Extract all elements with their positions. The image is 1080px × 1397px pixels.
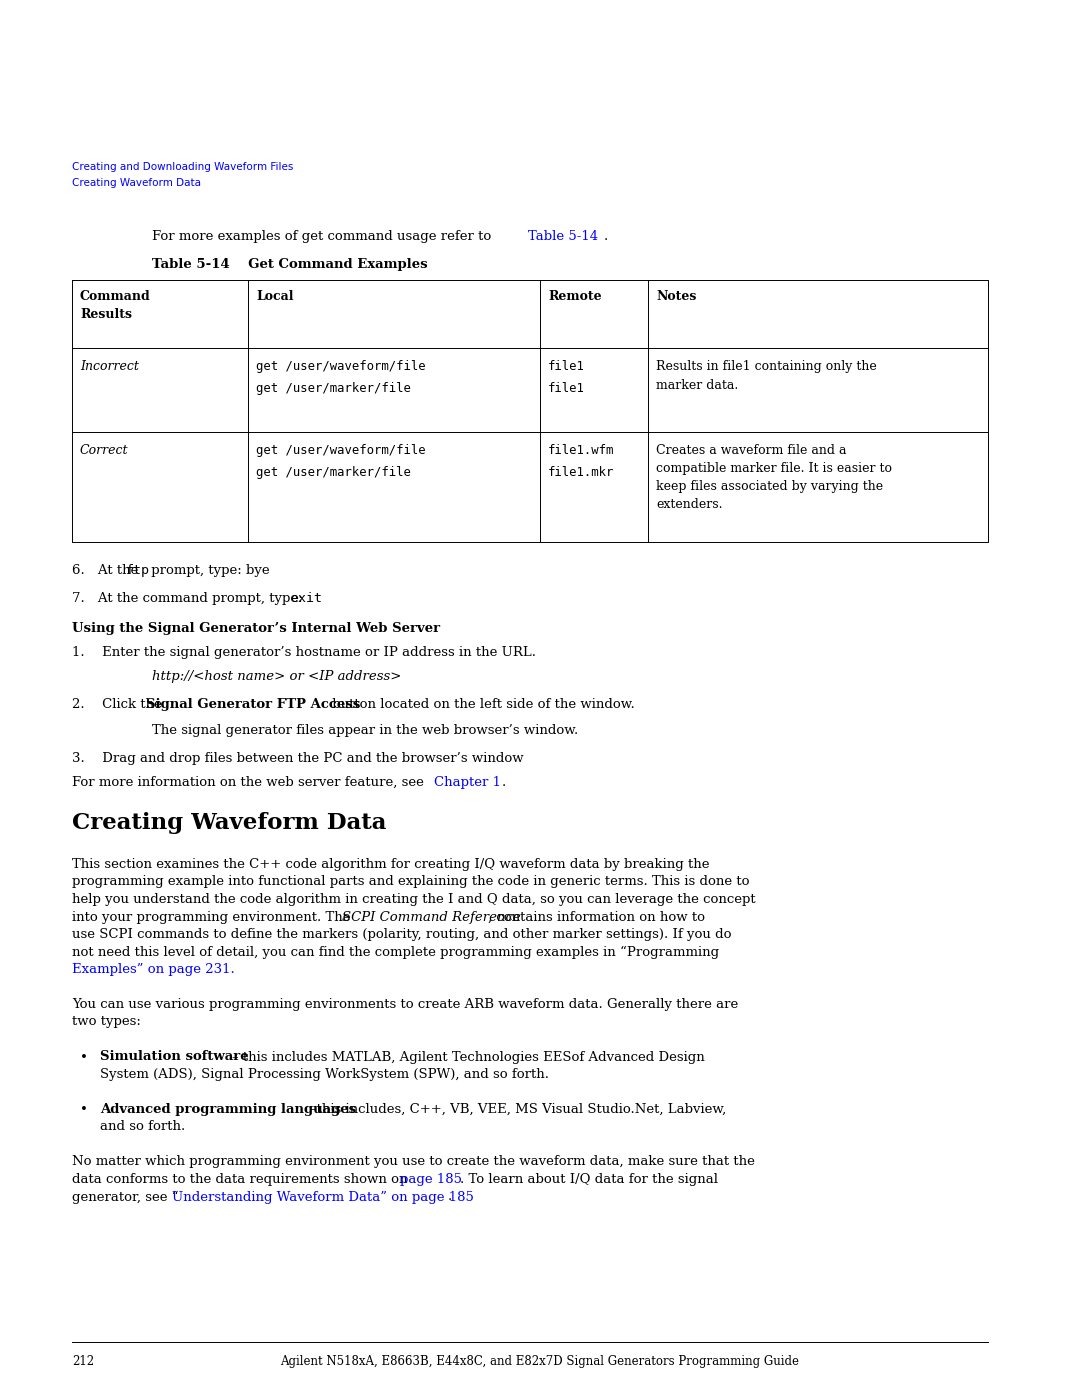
Text: prompt, type: bye: prompt, type: bye	[147, 564, 270, 577]
Text: get /user/marker/file: get /user/marker/file	[256, 381, 410, 395]
Text: System (ADS), Signal Processing WorkSystem (SPW), and so forth.: System (ADS), Signal Processing WorkSyst…	[100, 1067, 549, 1081]
Text: .: .	[604, 231, 608, 243]
Text: file1.mkr: file1.mkr	[548, 467, 615, 479]
Text: For more examples of get command usage refer to: For more examples of get command usage r…	[152, 231, 496, 243]
Text: Correct: Correct	[80, 444, 129, 457]
Text: file1: file1	[548, 381, 585, 395]
Text: programming example into functional parts and explaining the code in generic ter: programming example into functional part…	[72, 876, 750, 888]
Text: Signal Generator FTP Access: Signal Generator FTP Access	[146, 698, 361, 711]
Text: 7. At the command prompt, type:: 7. At the command prompt, type:	[72, 592, 307, 605]
Text: two types:: two types:	[72, 1016, 140, 1028]
Text: Advanced programming languages: Advanced programming languages	[100, 1104, 356, 1116]
Text: 3.  Drag and drop files between the PC and the browser’s window: 3. Drag and drop files between the PC an…	[72, 752, 524, 766]
Text: •: •	[80, 1104, 87, 1116]
Text: Creating and Downloading Waveform Files: Creating and Downloading Waveform Files	[72, 162, 294, 172]
Text: , contains information on how to: , contains information on how to	[488, 911, 705, 923]
Text: –this includes, C++, VB, VEE, MS Visual Studio.Net, Labview,: –this includes, C++, VB, VEE, MS Visual …	[310, 1104, 726, 1116]
Text: get /user/marker/file: get /user/marker/file	[256, 467, 410, 479]
Text: generator, see “: generator, see “	[72, 1190, 178, 1204]
Text: This section examines the C++ code algorithm for creating I/Q waveform data by b: This section examines the C++ code algor…	[72, 858, 710, 870]
Text: file1.wfm: file1.wfm	[548, 444, 615, 457]
Text: . To learn about I/Q data for the signal: . To learn about I/Q data for the signal	[460, 1173, 718, 1186]
Text: use SCPI commands to define the markers (polarity, routing, and other marker set: use SCPI commands to define the markers …	[72, 928, 731, 942]
Text: Notes: Notes	[656, 291, 697, 303]
Text: not need this level of detail, you can find the complete programming examples in: not need this level of detail, you can f…	[72, 946, 719, 958]
Text: – this includes MATLAB, Agilent Technologies EESof Advanced Design: – this includes MATLAB, Agilent Technolo…	[232, 1051, 705, 1063]
Text: Using the Signal Generator’s Internal Web Server: Using the Signal Generator’s Internal We…	[72, 622, 441, 636]
Text: into your programming environment. The: into your programming environment. The	[72, 911, 354, 923]
Text: Creates a waveform file and a
compatible marker file. It is easier to
keep files: Creates a waveform file and a compatible…	[656, 444, 892, 511]
Text: get /user/waveform/file: get /user/waveform/file	[256, 360, 426, 373]
Text: Agilent N518xA, E8663B, E44x8C, and E82x7D Signal Generators Programming Guide: Agilent N518xA, E8663B, E44x8C, and E82x…	[281, 1355, 799, 1368]
Text: •: •	[80, 1051, 87, 1063]
Text: page 185: page 185	[400, 1173, 462, 1186]
Text: No matter which programming environment you use to create the waveform data, mak: No matter which programming environment …	[72, 1155, 755, 1168]
Text: Creating Waveform Data: Creating Waveform Data	[72, 812, 387, 834]
Text: 6. At the: 6. At the	[72, 564, 143, 577]
Text: .: .	[448, 1190, 453, 1203]
Text: 2.  Click the: 2. Click the	[72, 698, 166, 711]
Text: SCPI Command Reference: SCPI Command Reference	[342, 911, 521, 923]
Text: Creating Waveform Data: Creating Waveform Data	[72, 177, 201, 189]
Text: Remote: Remote	[548, 291, 602, 303]
Text: Examples” on page 231.: Examples” on page 231.	[72, 963, 234, 977]
Text: http://<host name> or <IP address>: http://<host name> or <IP address>	[152, 671, 402, 683]
Text: 212: 212	[72, 1355, 94, 1368]
Text: The signal generator files appear in the web browser’s window.: The signal generator files appear in the…	[152, 724, 578, 738]
Text: 1.  Enter the signal generator’s hostname or IP address in the URL.: 1. Enter the signal generator’s hostname…	[72, 645, 536, 659]
Text: Results in file1 containing only the
marker data.: Results in file1 containing only the mar…	[656, 360, 877, 393]
Text: You can use various programming environments to create ARB waveform data. Genera: You can use various programming environm…	[72, 997, 739, 1011]
Text: For more information on the web server feature, see: For more information on the web server f…	[72, 775, 428, 789]
Text: get /user/waveform/file: get /user/waveform/file	[256, 444, 426, 457]
Text: .: .	[502, 775, 507, 789]
Text: data conforms to the data requirements shown on: data conforms to the data requirements s…	[72, 1173, 411, 1186]
Text: Simulation software: Simulation software	[100, 1051, 248, 1063]
Text: exit: exit	[291, 592, 322, 605]
Text: Incorrect: Incorrect	[80, 360, 139, 373]
Text: Local: Local	[256, 291, 294, 303]
Text: Table 5-14: Table 5-14	[528, 231, 598, 243]
Text: and so forth.: and so forth.	[100, 1120, 186, 1133]
Text: file1: file1	[548, 360, 585, 373]
Text: Command
Results: Command Results	[80, 291, 151, 321]
Text: Understanding Waveform Data” on page 185: Understanding Waveform Data” on page 185	[172, 1190, 474, 1203]
Text: button located on the left side of the window.: button located on the left side of the w…	[328, 698, 635, 711]
Text: ftp: ftp	[126, 564, 150, 577]
Text: help you understand the code algorithm in creating the I and Q data, so you can : help you understand the code algorithm i…	[72, 893, 756, 907]
Text: Table 5-14    Get Command Examples: Table 5-14 Get Command Examples	[152, 258, 428, 271]
Text: Chapter 1: Chapter 1	[434, 775, 501, 789]
